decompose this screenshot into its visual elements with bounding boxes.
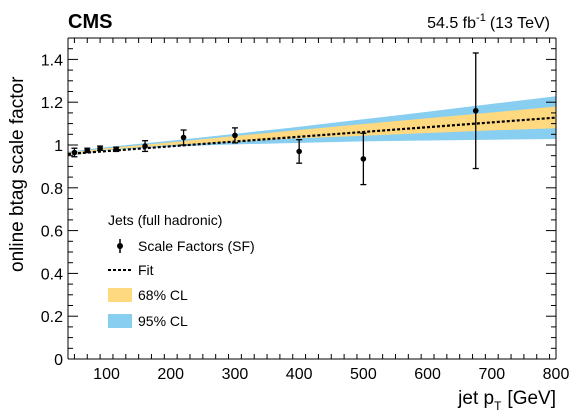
x-tick-label: 800 [543, 366, 570, 383]
data-point-group [71, 147, 78, 158]
y-tick-label: 0 [54, 352, 63, 369]
x-tick-label: 400 [286, 366, 313, 383]
legend-sf-marker [117, 243, 123, 249]
y-tick-label: 1.4 [41, 52, 63, 69]
y-tick-label: 0.4 [41, 266, 63, 283]
x-tick-label: 700 [478, 366, 505, 383]
axis-ticks [68, 37, 556, 360]
data-point-group [97, 145, 104, 152]
data-point [113, 146, 119, 153]
legend-95cl-label: 95% CL [138, 313, 188, 329]
x-axis-title: jet pT [GeV] [457, 388, 556, 413]
confidence-bands [68, 96, 556, 157]
luminosity-value: 54.5 fb [427, 15, 476, 32]
data-point [142, 143, 148, 149]
data-point [360, 156, 367, 162]
y-tick-label: 1.2 [41, 95, 63, 112]
x-tick-label: 500 [350, 366, 377, 383]
y-axis-title: online btag scale factor [7, 76, 28, 272]
tick-labels: 100 200 300 400 500 600 700 800 0 0.2 0.4 0.6 0.8 1 1.… [41, 52, 570, 383]
data-points [71, 52, 479, 186]
legend: Jets (full hadronic) Scale Factors (SF) … [108, 212, 255, 329]
x-axis-title-subscript: T [494, 399, 502, 413]
data-point-group [360, 132, 367, 186]
y-tick-label: 0.8 [41, 181, 63, 198]
legend-68cl-label: 68% CL [138, 287, 188, 303]
x-axis-title-unit: [GeV] [507, 388, 556, 409]
data-point [180, 134, 187, 141]
data-point [472, 107, 479, 114]
plot-axes [67, 37, 557, 360]
data-point-group [84, 147, 91, 154]
data-point [97, 145, 103, 152]
y-tick-label: 0.2 [41, 309, 63, 326]
luminosity-exponent: -1 [476, 12, 486, 24]
y-tick-label: 1 [54, 138, 63, 155]
legend-95cl-swatch [108, 314, 132, 328]
band-68cl [68, 106, 556, 156]
y-tick-label: 0.6 [41, 224, 63, 241]
x-axis-title-main: jet p [457, 388, 494, 409]
data-point-group [231, 127, 238, 144]
x-tick-label: 100 [93, 366, 120, 383]
fit-line-group [67, 116, 557, 156]
data-point-group [180, 129, 187, 146]
data-point-group [142, 140, 149, 153]
fit-line [67, 116, 557, 156]
legend-entry-95cl: 95% CL [108, 313, 188, 329]
legend-title: Jets (full hadronic) [108, 212, 222, 228]
data-point [232, 132, 238, 139]
luminosity-label: 54.5 fb-1 (13 TeV) [427, 12, 550, 32]
legend-68cl-swatch [108, 288, 132, 302]
data-point [84, 147, 91, 154]
data-point [296, 148, 302, 155]
experiment-label: CMS [68, 11, 112, 33]
energy-value: (13 TeV) [490, 15, 550, 32]
data-point-group [472, 52, 479, 170]
x-tick-label: 200 [157, 366, 184, 383]
x-tick-label: 300 [222, 366, 249, 383]
data-point-group [113, 146, 120, 153]
legend-entry-scale-factors: Scale Factors (SF) [117, 238, 255, 254]
data-point-group [296, 138, 303, 164]
legend-sf-label: Scale Factors (SF) [138, 238, 255, 254]
legend-entry-fit: Fit [108, 262, 154, 278]
legend-entry-68cl: 68% CL [108, 287, 188, 303]
data-point [71, 149, 78, 156]
x-tick-label: 600 [414, 366, 441, 383]
legend-fit-label: Fit [138, 262, 154, 278]
